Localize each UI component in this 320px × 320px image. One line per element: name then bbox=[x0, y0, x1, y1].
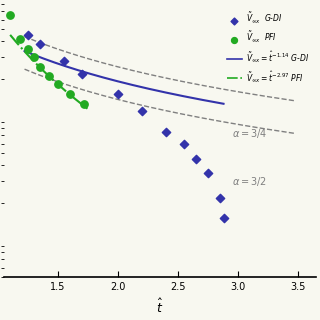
X-axis label: $\hat{t}$: $\hat{t}$ bbox=[156, 298, 164, 316]
Point bbox=[80, 71, 85, 76]
Point bbox=[140, 108, 145, 114]
Legend: $\tilde{V}_{\infty x}$  $G\text{-}DI$, $\tilde{V}_{\infty x}$  $PFI$, $\tilde{V}: $\tilde{V}_{\infty x}$ $G\text{-}DI$, $\… bbox=[224, 8, 312, 88]
Point bbox=[116, 92, 121, 97]
Point bbox=[37, 64, 43, 69]
Point bbox=[221, 216, 226, 221]
Point bbox=[17, 36, 22, 41]
Point bbox=[217, 195, 222, 200]
Point bbox=[164, 129, 169, 134]
Point bbox=[205, 170, 211, 175]
Point bbox=[37, 42, 43, 47]
Point bbox=[68, 92, 73, 97]
Text: $\alpha = 3/4$: $\alpha = 3/4$ bbox=[232, 127, 268, 140]
Point bbox=[61, 58, 67, 63]
Point bbox=[26, 33, 31, 38]
Point bbox=[56, 82, 61, 87]
Point bbox=[26, 46, 31, 51]
Point bbox=[193, 156, 198, 162]
Point bbox=[8, 13, 13, 18]
Point bbox=[46, 74, 51, 79]
Point bbox=[181, 141, 187, 146]
Point bbox=[32, 54, 37, 60]
Text: $\alpha = 3/2$: $\alpha = 3/2$ bbox=[232, 175, 267, 188]
Point bbox=[82, 101, 87, 107]
